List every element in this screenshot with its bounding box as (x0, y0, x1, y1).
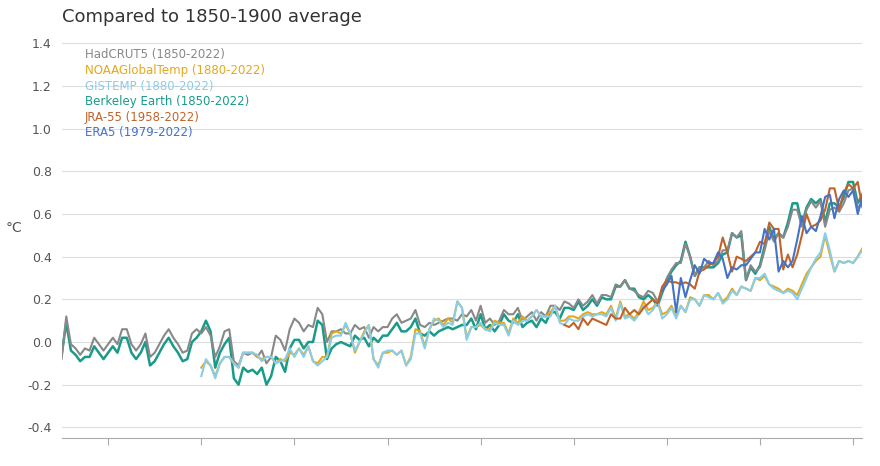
Text: Compared to 1850-1900 average: Compared to 1850-1900 average (62, 7, 362, 26)
Legend: HadCRUT5 (1850-2022), NOAAGlobalTemp (1880-2022), GISTEMP (1880-2022), Berkeley : HadCRUT5 (1850-2022), NOAAGlobalTemp (18… (76, 42, 271, 145)
Y-axis label: °C: °C (5, 221, 22, 235)
